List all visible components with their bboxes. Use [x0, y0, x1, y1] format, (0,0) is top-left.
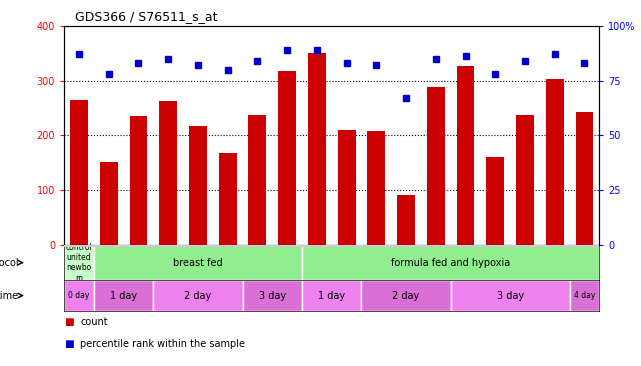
Text: protocol: protocol [0, 258, 19, 268]
Text: 3 day: 3 day [497, 291, 524, 300]
Bar [100, 162, 118, 245]
Text: GDS366 / S76511_s_at: GDS366 / S76511_s_at [75, 10, 217, 23]
Bar [367, 131, 385, 245]
Bar [64, 245, 94, 280]
Bar [70, 100, 88, 245]
Bar [427, 87, 445, 245]
Bar [153, 280, 242, 311]
Text: ■: ■ [64, 317, 74, 327]
Bar [308, 53, 326, 245]
Text: 2 day: 2 day [392, 291, 420, 300]
Bar [64, 280, 94, 311]
Text: time: time [0, 291, 19, 300]
Bar [129, 116, 147, 245]
Text: ■: ■ [64, 339, 74, 349]
Bar [159, 101, 177, 245]
Bar [249, 115, 266, 245]
Bar [302, 245, 599, 280]
Text: 0 day: 0 day [69, 291, 90, 300]
Text: formula fed and hypoxia: formula fed and hypoxia [391, 258, 510, 268]
Bar [397, 195, 415, 245]
Bar [456, 66, 474, 245]
Bar [242, 280, 302, 311]
Bar [487, 157, 504, 245]
Text: 3 day: 3 day [259, 291, 286, 300]
Bar [516, 115, 534, 245]
Bar [219, 153, 237, 245]
Bar [576, 112, 594, 245]
Bar [546, 79, 563, 245]
Bar [94, 245, 302, 280]
Bar [338, 130, 356, 245]
Bar [189, 126, 207, 245]
Bar [451, 280, 570, 311]
Text: percentile rank within the sample: percentile rank within the sample [80, 339, 245, 349]
Bar [302, 280, 362, 311]
Text: 2 day: 2 day [184, 291, 212, 300]
Text: breast fed: breast fed [173, 258, 222, 268]
Bar [94, 280, 153, 311]
Text: control
united
newbo
rn: control united newbo rn [65, 243, 92, 283]
Text: count: count [80, 317, 108, 327]
Text: 1 day: 1 day [318, 291, 345, 300]
Text: 4 day: 4 day [574, 291, 595, 300]
Bar [570, 280, 599, 311]
Bar [278, 71, 296, 245]
Bar [362, 280, 451, 311]
Text: 1 day: 1 day [110, 291, 137, 300]
